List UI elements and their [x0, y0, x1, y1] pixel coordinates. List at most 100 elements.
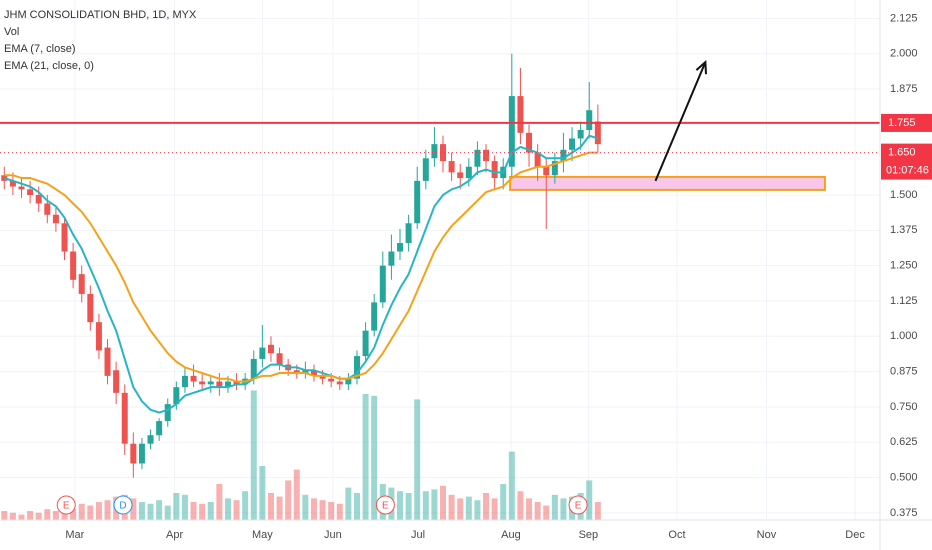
- volume-bar: [18, 514, 25, 520]
- event-marker: [375, 495, 395, 515]
- countdown: 01:07:46: [886, 165, 929, 177]
- ema-line: [3, 134, 599, 414]
- candle-body: [173, 387, 180, 405]
- volume-bar: [44, 509, 51, 520]
- volume-bar: [517, 491, 524, 520]
- volume-bar: [551, 494, 558, 520]
- x-tick-label: May: [252, 529, 273, 541]
- volume-bar: [267, 493, 274, 520]
- candle-body: [397, 243, 403, 252]
- candle-body: [594, 121, 601, 145]
- candle-body: [87, 293, 94, 323]
- candle-body: [465, 166, 472, 179]
- y-tick-label: 1.000: [890, 330, 918, 342]
- price-label-box: [881, 143, 932, 180]
- candle-body: [113, 370, 120, 393]
- volume-bar: [543, 505, 550, 520]
- legend-title: JHM CONSOLIDATION BHD, 1D, MYX: [4, 9, 197, 21]
- volume-bar: [345, 487, 352, 520]
- candle-body: [147, 435, 154, 444]
- volume-bar: [224, 498, 231, 520]
- volume-bar: [405, 493, 412, 520]
- volume-bar: [440, 485, 447, 520]
- candle-body: [560, 149, 567, 162]
- volume-bar: [87, 505, 94, 520]
- candle-body: [216, 381, 223, 388]
- volume-bar: [465, 496, 472, 520]
- y-tick-label: 0.625: [890, 436, 918, 448]
- candle-body: [310, 370, 317, 376]
- candle-body: [474, 149, 481, 167]
- volume-bar: [285, 480, 292, 520]
- volume-bar: [242, 491, 249, 520]
- x-tick-label: Sep: [579, 529, 599, 541]
- volume-bar: [362, 394, 369, 520]
- candle-body: [328, 378, 335, 382]
- event-label: E: [63, 501, 70, 512]
- volume-bar: [52, 511, 59, 520]
- candle-body: [293, 370, 300, 374]
- event-label: D: [119, 501, 126, 512]
- volume-bar: [233, 500, 240, 520]
- volume-bar: [259, 466, 266, 520]
- candle-body: [388, 251, 395, 266]
- volume-bar: [328, 502, 335, 520]
- legend-item: EMA (21, close, 0): [4, 60, 94, 72]
- candle-body: [353, 356, 360, 379]
- candle-body: [52, 214, 59, 224]
- y-tick-label: 1.250: [890, 260, 918, 272]
- volume-bar: [526, 498, 533, 520]
- legend-item: Vol: [4, 26, 19, 38]
- volume-bar: [181, 494, 188, 520]
- zone: [509, 175, 826, 191]
- volume-bar: [9, 512, 16, 520]
- candle-body: [78, 274, 85, 294]
- candle-body: [483, 149, 490, 162]
- volume-bar: [414, 399, 421, 520]
- x-tick-label: Oct: [668, 529, 685, 541]
- candle-body: [61, 223, 68, 252]
- candle-body: [422, 158, 429, 181]
- candle-body: [121, 392, 128, 444]
- volume-bar: [138, 502, 145, 520]
- y-tick-label: 0.375: [890, 507, 918, 519]
- volume-bar: [483, 493, 490, 520]
- volume-bar: [78, 503, 85, 520]
- candle-body: [130, 443, 137, 464]
- candle-body: [95, 322, 102, 351]
- volume-bar: [207, 502, 214, 520]
- y-tick-label: 1.125: [890, 295, 918, 307]
- volume-bar: [250, 390, 257, 520]
- x-tick-label: Apr: [166, 529, 183, 541]
- volume-bar: [190, 502, 197, 520]
- volume-bar: [276, 496, 283, 520]
- candle-body: [138, 443, 145, 464]
- candle-body: [526, 132, 533, 153]
- candle-body: [414, 180, 421, 224]
- candle-body: [35, 195, 42, 204]
- event-marker: [56, 495, 76, 515]
- y-tick-label: 2.000: [890, 48, 918, 60]
- candle-body: [18, 186, 25, 190]
- volume-bar: [319, 500, 326, 520]
- volume-bar: [130, 498, 137, 520]
- candle-body: [9, 180, 16, 187]
- volume-bar: [508, 451, 515, 520]
- volume-bar: [353, 493, 360, 520]
- volume-bar: [310, 498, 317, 520]
- candle-body: [233, 381, 240, 385]
- candle-body: [448, 161, 455, 173]
- event-marker: [113, 495, 133, 515]
- candle-body: [319, 375, 326, 379]
- candle-body: [491, 161, 498, 179]
- legend: JHM CONSOLIDATION BHD, 1D, MYX Vol EMA (…: [4, 9, 197, 72]
- candle-body: [181, 375, 188, 388]
- candle-body: [190, 375, 197, 382]
- y-tick-label: 0.875: [890, 366, 918, 378]
- volume-bar: [474, 500, 481, 520]
- y-tick-label: 0.500: [890, 472, 918, 484]
- candle-body: [577, 130, 584, 139]
- volume-bar: [431, 489, 438, 520]
- volume-bar: [216, 484, 223, 520]
